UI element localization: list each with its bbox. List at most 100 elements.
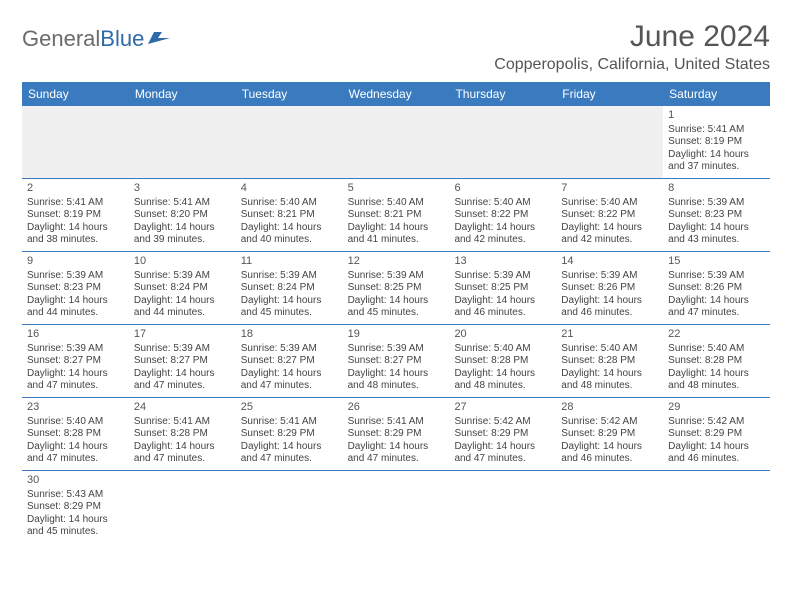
sunrise-text: Sunrise: 5:40 AM: [241, 197, 338, 210]
daylight-text: Daylight: 14 hours and 47 minutes.: [668, 295, 765, 320]
daylight-text: Daylight: 14 hours and 47 minutes.: [27, 441, 124, 466]
sunrise-text: Sunrise: 5:41 AM: [134, 416, 231, 429]
empty-cell: [236, 471, 343, 543]
sunset-text: Sunset: 8:29 PM: [561, 428, 658, 441]
sunrise-text: Sunrise: 5:40 AM: [668, 343, 765, 356]
sunset-text: Sunset: 8:23 PM: [668, 209, 765, 222]
sunset-text: Sunset: 8:28 PM: [668, 355, 765, 368]
sunset-text: Sunset: 8:28 PM: [561, 355, 658, 368]
daylight-text: Daylight: 14 hours and 40 minutes.: [241, 222, 338, 247]
day-cell: 23Sunrise: 5:40 AMSunset: 8:28 PMDayligh…: [22, 398, 129, 470]
day-cell: 27Sunrise: 5:42 AMSunset: 8:29 PMDayligh…: [449, 398, 556, 470]
sunrise-text: Sunrise: 5:42 AM: [454, 416, 551, 429]
day-number: 22: [668, 328, 765, 342]
day-number: 20: [454, 328, 551, 342]
daylight-text: Daylight: 14 hours and 48 minutes.: [348, 368, 445, 393]
sunset-text: Sunset: 8:25 PM: [348, 282, 445, 295]
daylight-text: Daylight: 14 hours and 37 minutes.: [668, 149, 765, 174]
day-cell: 13Sunrise: 5:39 AMSunset: 8:25 PMDayligh…: [449, 252, 556, 324]
sunset-text: Sunset: 8:21 PM: [241, 209, 338, 222]
day-cell: 7Sunrise: 5:40 AMSunset: 8:22 PMDaylight…: [556, 179, 663, 251]
day-header-cell: Saturday: [663, 82, 770, 106]
day-header-cell: Monday: [129, 82, 236, 106]
empty-cell: [556, 106, 663, 178]
day-cell: 11Sunrise: 5:39 AMSunset: 8:24 PMDayligh…: [236, 252, 343, 324]
daylight-text: Daylight: 14 hours and 43 minutes.: [668, 222, 765, 247]
sunset-text: Sunset: 8:29 PM: [27, 501, 124, 514]
sunrise-text: Sunrise: 5:43 AM: [27, 489, 124, 502]
sunrise-text: Sunrise: 5:41 AM: [241, 416, 338, 429]
sunrise-text: Sunrise: 5:40 AM: [348, 197, 445, 210]
day-cell: 20Sunrise: 5:40 AMSunset: 8:28 PMDayligh…: [449, 325, 556, 397]
day-number: 12: [348, 255, 445, 269]
location: Copperopolis, California, United States: [494, 56, 770, 74]
week-row: 9Sunrise: 5:39 AMSunset: 8:23 PMDaylight…: [22, 252, 770, 325]
day-cell: 1Sunrise: 5:41 AMSunset: 8:19 PMDaylight…: [663, 106, 770, 178]
empty-cell: [129, 106, 236, 178]
day-cell: 5Sunrise: 5:40 AMSunset: 8:21 PMDaylight…: [343, 179, 450, 251]
daylight-text: Daylight: 14 hours and 46 minutes.: [561, 441, 658, 466]
sunrise-text: Sunrise: 5:39 AM: [241, 270, 338, 283]
day-cell: 29Sunrise: 5:42 AMSunset: 8:29 PMDayligh…: [663, 398, 770, 470]
week-row: 30Sunrise: 5:43 AMSunset: 8:29 PMDayligh…: [22, 471, 770, 543]
sunset-text: Sunset: 8:29 PM: [668, 428, 765, 441]
empty-cell: [663, 471, 770, 543]
day-cell: 17Sunrise: 5:39 AMSunset: 8:27 PMDayligh…: [129, 325, 236, 397]
day-cell: 28Sunrise: 5:42 AMSunset: 8:29 PMDayligh…: [556, 398, 663, 470]
day-cell: 21Sunrise: 5:40 AMSunset: 8:28 PMDayligh…: [556, 325, 663, 397]
day-cell: 22Sunrise: 5:40 AMSunset: 8:28 PMDayligh…: [663, 325, 770, 397]
day-cell: 14Sunrise: 5:39 AMSunset: 8:26 PMDayligh…: [556, 252, 663, 324]
sunset-text: Sunset: 8:27 PM: [241, 355, 338, 368]
sunrise-text: Sunrise: 5:39 AM: [134, 270, 231, 283]
sunset-text: Sunset: 8:26 PM: [668, 282, 765, 295]
daylight-text: Daylight: 14 hours and 46 minutes.: [561, 295, 658, 320]
day-cell: 3Sunrise: 5:41 AMSunset: 8:20 PMDaylight…: [129, 179, 236, 251]
sunrise-text: Sunrise: 5:40 AM: [561, 343, 658, 356]
sunrise-text: Sunrise: 5:39 AM: [561, 270, 658, 283]
sunset-text: Sunset: 8:22 PM: [454, 209, 551, 222]
day-number: 11: [241, 255, 338, 269]
sunrise-text: Sunrise: 5:39 AM: [668, 270, 765, 283]
day-number: 3: [134, 182, 231, 196]
day-cell: 26Sunrise: 5:41 AMSunset: 8:29 PMDayligh…: [343, 398, 450, 470]
daylight-text: Daylight: 14 hours and 47 minutes.: [134, 441, 231, 466]
day-number: 2: [27, 182, 124, 196]
daylight-text: Daylight: 14 hours and 41 minutes.: [348, 222, 445, 247]
day-number: 7: [561, 182, 658, 196]
day-number: 1: [668, 109, 765, 123]
day-header-cell: Wednesday: [343, 82, 450, 106]
day-header-cell: Friday: [556, 82, 663, 106]
empty-cell: [236, 106, 343, 178]
day-cell: 15Sunrise: 5:39 AMSunset: 8:26 PMDayligh…: [663, 252, 770, 324]
day-cell: 18Sunrise: 5:39 AMSunset: 8:27 PMDayligh…: [236, 325, 343, 397]
day-number: 17: [134, 328, 231, 342]
sunset-text: Sunset: 8:29 PM: [454, 428, 551, 441]
empty-cell: [449, 471, 556, 543]
day-cell: 19Sunrise: 5:39 AMSunset: 8:27 PMDayligh…: [343, 325, 450, 397]
day-number: 10: [134, 255, 231, 269]
calendar: SundayMondayTuesdayWednesdayThursdayFrid…: [22, 82, 770, 543]
day-number: 15: [668, 255, 765, 269]
sunrise-text: Sunrise: 5:41 AM: [27, 197, 124, 210]
empty-cell: [129, 471, 236, 543]
empty-cell: [449, 106, 556, 178]
sunrise-text: Sunrise: 5:39 AM: [348, 270, 445, 283]
sunrise-text: Sunrise: 5:39 AM: [668, 197, 765, 210]
day-cell: 25Sunrise: 5:41 AMSunset: 8:29 PMDayligh…: [236, 398, 343, 470]
day-number: 13: [454, 255, 551, 269]
flag-icon: [148, 26, 172, 52]
day-number: 25: [241, 401, 338, 415]
day-header-row: SundayMondayTuesdayWednesdayThursdayFrid…: [22, 82, 770, 106]
sunset-text: Sunset: 8:24 PM: [241, 282, 338, 295]
daylight-text: Daylight: 14 hours and 44 minutes.: [27, 295, 124, 320]
week-row: 2Sunrise: 5:41 AMSunset: 8:19 PMDaylight…: [22, 179, 770, 252]
daylight-text: Daylight: 14 hours and 45 minutes.: [27, 514, 124, 539]
sunrise-text: Sunrise: 5:41 AM: [668, 124, 765, 137]
daylight-text: Daylight: 14 hours and 46 minutes.: [668, 441, 765, 466]
day-number: 21: [561, 328, 658, 342]
daylight-text: Daylight: 14 hours and 45 minutes.: [348, 295, 445, 320]
sunrise-text: Sunrise: 5:40 AM: [561, 197, 658, 210]
day-number: 26: [348, 401, 445, 415]
sunset-text: Sunset: 8:21 PM: [348, 209, 445, 222]
daylight-text: Daylight: 14 hours and 42 minutes.: [454, 222, 551, 247]
